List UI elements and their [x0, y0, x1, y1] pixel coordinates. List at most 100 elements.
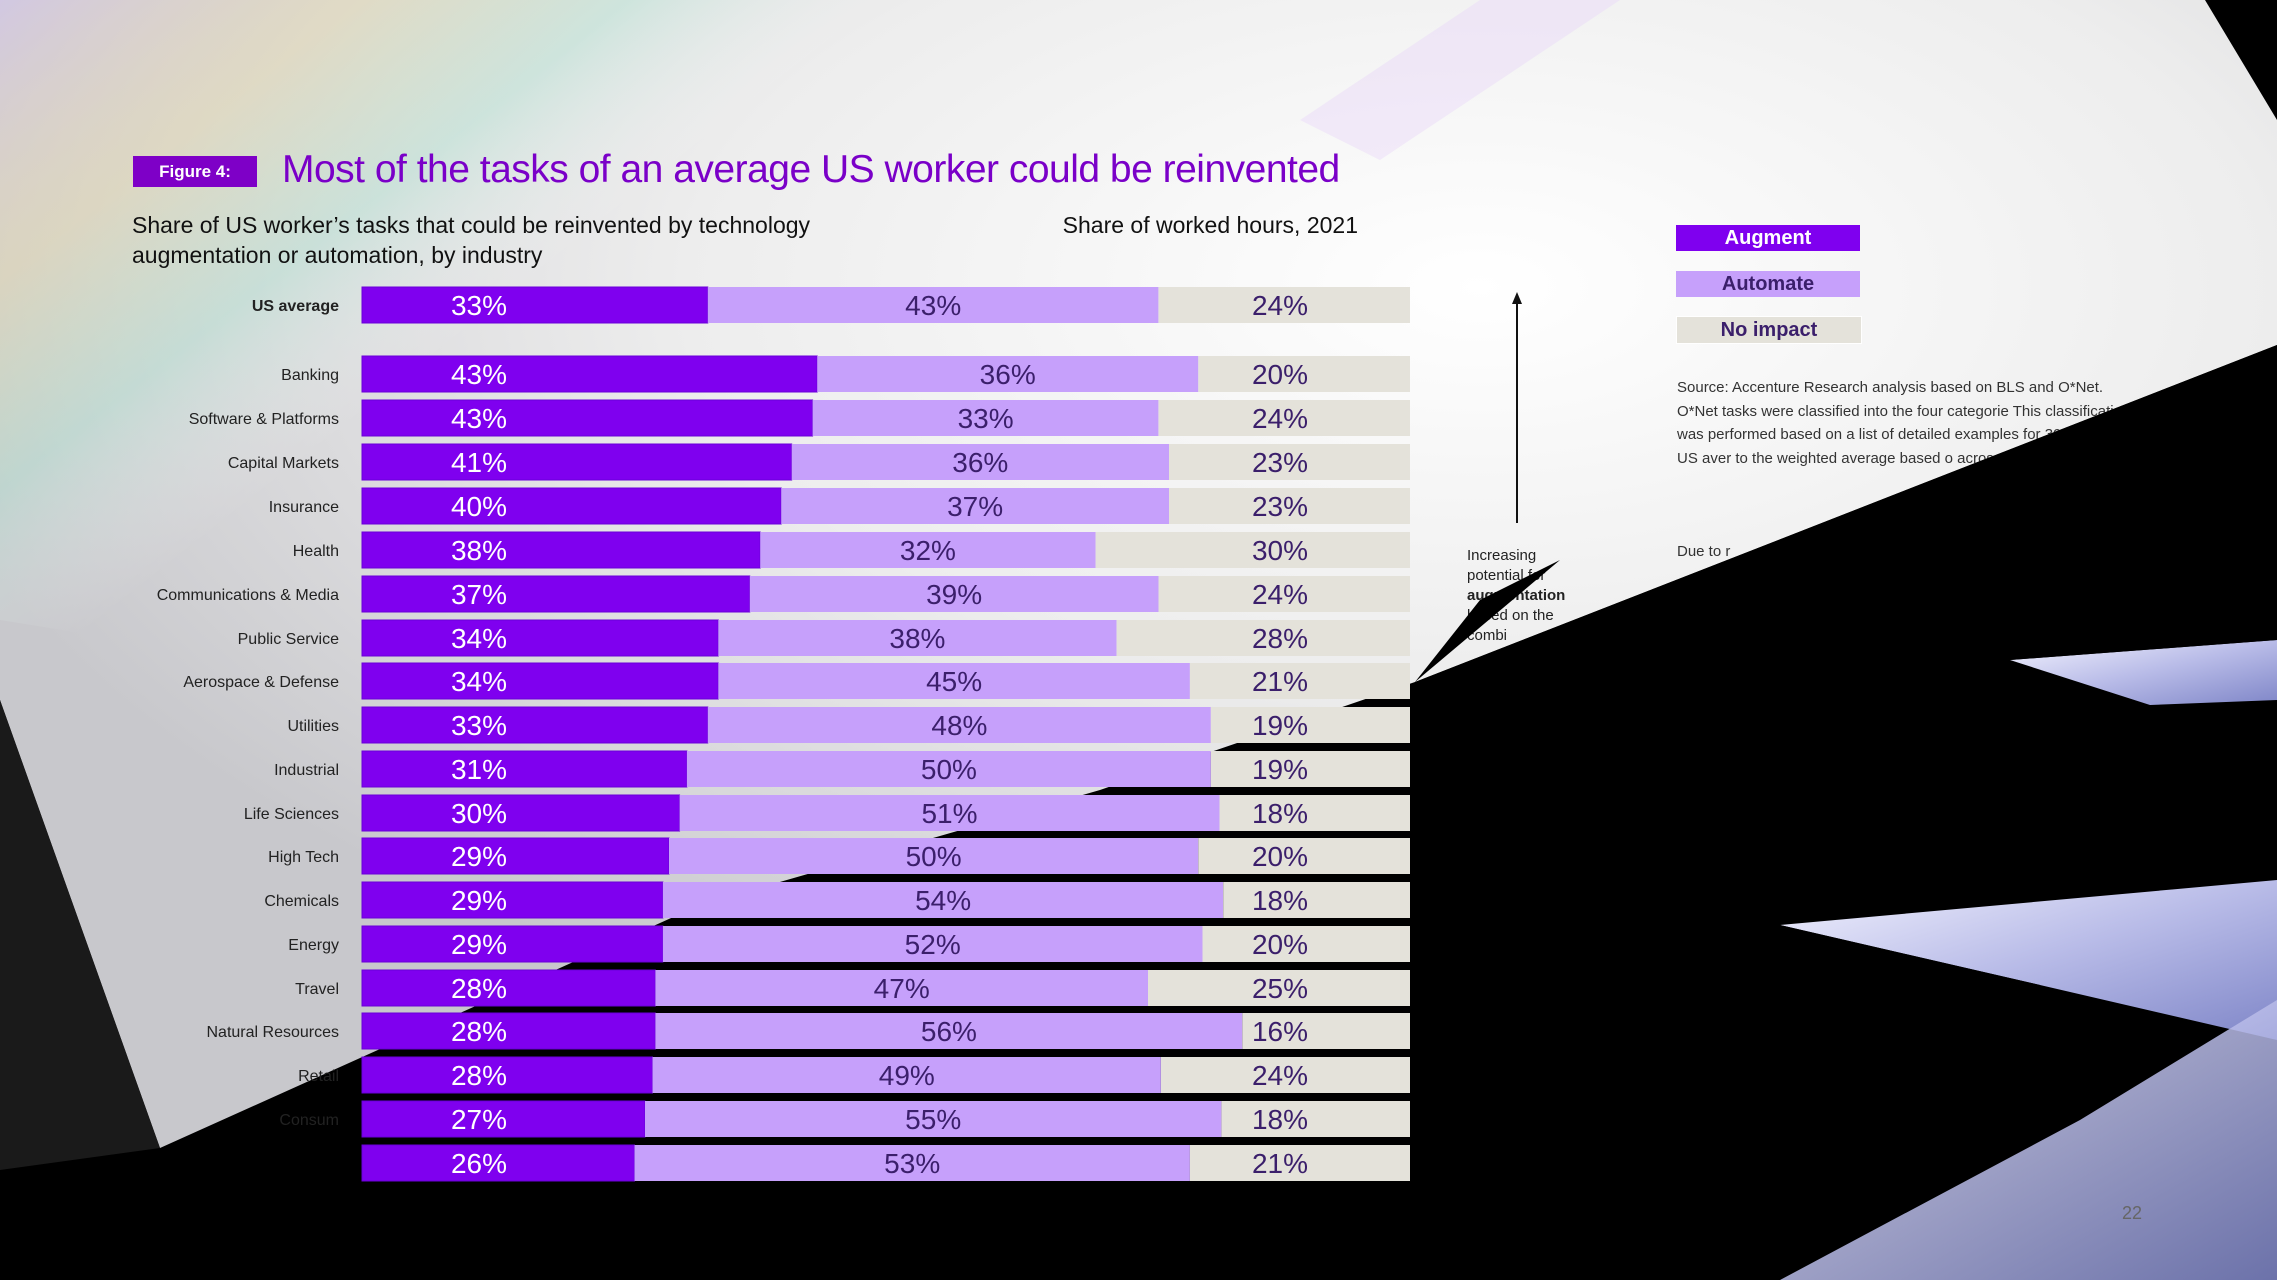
label-no-impact: 30% — [1252, 535, 1308, 566]
bar-augment — [361, 286, 709, 324]
label-no-impact: 20% — [1252, 841, 1308, 872]
legend-no-impact: No impact — [1676, 316, 1862, 344]
label-automate: 50% — [906, 841, 962, 872]
label-no-impact: 25% — [1252, 973, 1308, 1004]
chart-subtitle: Share of US worker’s tasks that could be… — [132, 212, 811, 268]
label-automate: 52% — [905, 929, 961, 960]
bar-augment — [361, 1144, 635, 1182]
bar-automate — [718, 620, 1117, 656]
label-automate: 38% — [889, 623, 945, 654]
label-automate: 54% — [915, 885, 971, 916]
bar-augment — [361, 925, 664, 963]
bar-no-impact — [1242, 1013, 1410, 1049]
label-no-impact: 24% — [1252, 579, 1308, 610]
bar-automate — [662, 926, 1203, 962]
bar-no-impact — [1161, 1057, 1410, 1093]
source-note-continued: Due to r — [1677, 543, 1731, 560]
bar-automate — [679, 795, 1220, 831]
bar-no-impact — [1221, 1101, 1410, 1137]
bar-automate — [645, 1101, 1222, 1137]
bar-augment — [361, 487, 782, 525]
category-label: Communications & Media — [157, 587, 339, 604]
label-automate: 49% — [879, 1060, 935, 1091]
bar-no-impact — [1148, 970, 1410, 1006]
axis-annotation-bold: augmentation — [1467, 587, 1566, 604]
label-augment: 38% — [451, 535, 507, 566]
bar-no-impact — [1158, 400, 1410, 436]
bar-automate — [634, 1145, 1190, 1181]
bar-automate — [817, 356, 1199, 392]
label-automate: 48% — [931, 710, 987, 741]
bar-automate — [781, 488, 1169, 524]
bar-augment — [361, 1012, 656, 1050]
label-no-impact: 20% — [1252, 929, 1308, 960]
bar-no-impact — [1210, 707, 1410, 743]
bar-no-impact — [1169, 444, 1410, 480]
page-number: 22 — [2122, 1203, 2143, 1223]
axis-annotation: Increasing potential for augmentation ba… — [1467, 546, 1597, 646]
figure-label: Figure 4: — [133, 156, 257, 187]
label-no-impact: 18% — [1252, 798, 1308, 829]
label-augment: 28% — [451, 1060, 507, 1091]
label-augment: 34% — [451, 666, 507, 697]
category-label: Natural Resources — [207, 1024, 340, 1041]
label-augment: 41% — [451, 447, 507, 478]
bar-augment — [361, 355, 818, 393]
label-automate: 55% — [905, 1104, 961, 1135]
label-automate: 47% — [874, 973, 930, 1004]
label-no-impact: 23% — [1252, 491, 1308, 522]
label-automate: 36% — [952, 447, 1008, 478]
bar-automate — [812, 400, 1159, 436]
bar-automate — [655, 1013, 1243, 1049]
bar-no-impact — [1169, 488, 1410, 524]
label-augment: 29% — [451, 929, 507, 960]
bar-augment — [361, 399, 814, 437]
label-automate: 33% — [958, 403, 1014, 434]
bar-augment — [361, 619, 719, 657]
label-augment: 33% — [451, 710, 507, 741]
axis-annotation-line: combi — [1467, 627, 1508, 644]
bar-no-impact — [1158, 576, 1410, 612]
label-no-impact: 28% — [1252, 623, 1308, 654]
label-automate: 39% — [926, 579, 982, 610]
category-label: Aerospace & Defense — [183, 674, 339, 691]
label-augment: 40% — [451, 491, 507, 522]
bar-automate — [669, 838, 1199, 874]
label-augment: 28% — [451, 973, 507, 1004]
bar-no-impact — [1210, 751, 1410, 787]
bar-augment — [361, 1056, 653, 1094]
category-label: US average — [252, 298, 339, 315]
bar-no-impact — [1202, 926, 1410, 962]
bar-augment — [361, 706, 709, 744]
category-label: Software & Platforms — [189, 411, 339, 428]
label-augment: 31% — [451, 754, 507, 785]
label-augment: 43% — [451, 359, 507, 390]
label-no-impact: 23% — [1252, 447, 1308, 478]
bar-augment — [361, 443, 793, 481]
label-augment: 43% — [451, 403, 507, 434]
label-augment: 29% — [451, 841, 507, 872]
bar-automate — [686, 751, 1211, 787]
bar-augment — [361, 1100, 646, 1138]
bar-no-impact — [1189, 1145, 1410, 1181]
category-label: Chemicals — [264, 893, 339, 910]
label-augment: 33% — [451, 290, 507, 321]
category-label: Capital Markets — [228, 455, 339, 472]
axis-annotation-line: potential for — [1467, 567, 1546, 584]
bar-no-impact — [1116, 620, 1410, 656]
label-augment: 37% — [451, 579, 507, 610]
category-label: Life Sciences — [244, 806, 339, 823]
label-augment: 28% — [451, 1016, 507, 1047]
label-no-impact: 18% — [1252, 1104, 1308, 1135]
category-label: Public Service — [238, 631, 339, 648]
bar-no-impact — [1219, 795, 1410, 831]
bar-no-impact — [1198, 838, 1410, 874]
label-no-impact: 21% — [1252, 1148, 1308, 1179]
bar-automate — [760, 532, 1096, 568]
hours-caption: Share of worked hours, 2021 — [1062, 212, 1358, 238]
label-no-impact: 24% — [1252, 403, 1308, 434]
source-note: Source: Accenture Research analysis base… — [1677, 379, 2131, 467]
axis-arrow-head — [1512, 292, 1522, 304]
category-label: Retail — [298, 1068, 339, 1085]
